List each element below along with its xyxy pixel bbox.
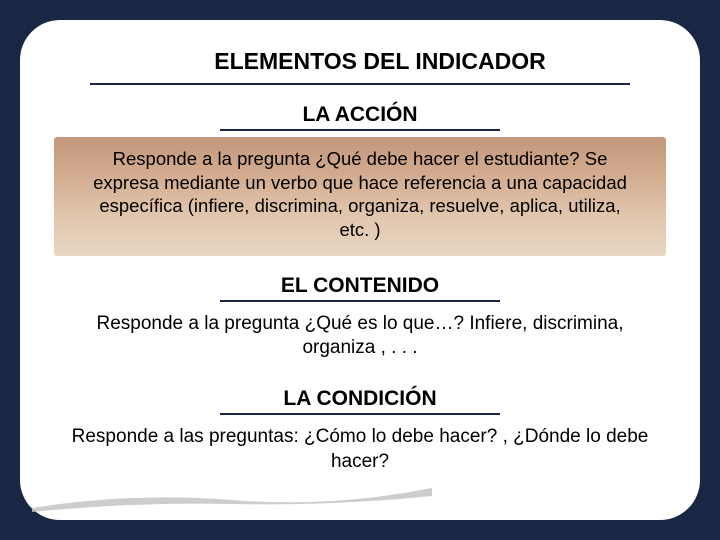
section-underline — [220, 129, 500, 131]
section-underline — [220, 413, 500, 415]
section-heading-contenido: EL CONTENIDO — [50, 274, 670, 298]
section-body-condicion: Responde a las preguntas: ¿Cómo lo debe … — [50, 421, 670, 482]
swoosh-icon — [32, 482, 432, 514]
section-heading-condicion: LA CONDICIÓN — [50, 387, 670, 411]
section-body-contenido: Responde a la pregunta ¿Qué es lo que…? … — [50, 308, 670, 369]
slide: ELEMENTOS DEL INDICADOR LA ACCIÓN Respon… — [20, 20, 700, 520]
title-underline — [90, 83, 630, 85]
slide-title: ELEMENTOS DEL INDICADOR — [50, 48, 670, 75]
section-heading-accion: LA ACCIÓN — [50, 103, 670, 127]
section-body-accion: Responde a la pregunta ¿Qué debe hacer e… — [54, 137, 666, 256]
section-underline — [220, 300, 500, 302]
